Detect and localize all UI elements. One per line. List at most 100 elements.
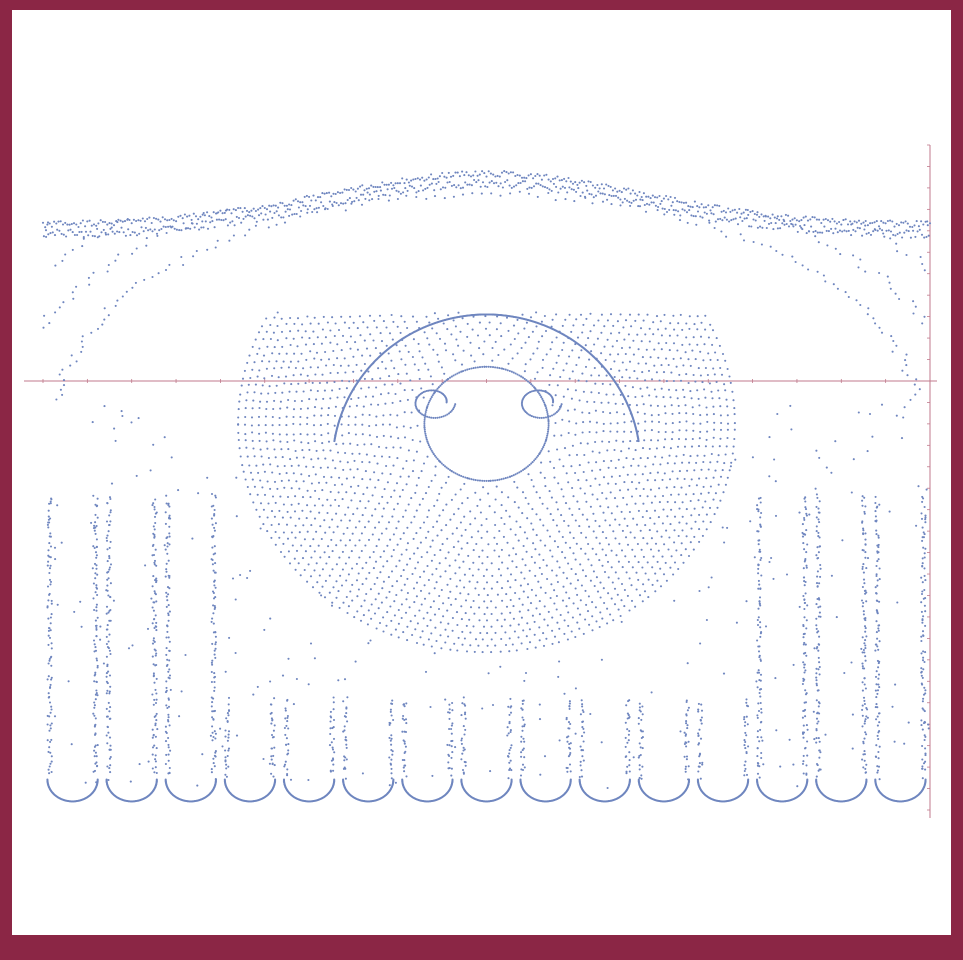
scatter-point	[512, 324, 516, 327]
scatter-point	[263, 206, 266, 210]
scatter-point	[397, 636, 400, 639]
scatter-point	[637, 362, 640, 365]
scatter-point	[551, 642, 554, 645]
scatter-point	[273, 724, 276, 727]
scatter-point	[107, 670, 110, 673]
scatter-point	[688, 461, 691, 464]
scatter-point	[610, 203, 613, 206]
scatter-point	[450, 498, 453, 501]
scatter-point	[635, 523, 639, 526]
scatter-point	[300, 473, 303, 476]
scatter-point	[549, 415, 552, 418]
scatter-point	[549, 180, 552, 183]
scatter-point	[323, 551, 326, 554]
scatter-point	[536, 371, 539, 374]
scatter-point	[660, 200, 663, 203]
scatter-point	[268, 385, 271, 388]
scatter-point	[306, 530, 309, 533]
scatter-point	[632, 353, 635, 356]
scatter-point	[285, 472, 288, 475]
scatter-point	[541, 358, 545, 361]
scatter-point	[352, 188, 355, 191]
scatter-point	[194, 215, 198, 218]
scatter-point	[911, 225, 914, 229]
scatter-point	[343, 396, 346, 399]
scatter-point	[323, 192, 326, 195]
scatter-point	[530, 186, 533, 189]
scatter-point	[490, 587, 493, 590]
scatter-point	[782, 218, 785, 221]
scatter-point	[264, 424, 267, 427]
scatter-point	[511, 560, 514, 563]
scatter-point	[306, 504, 309, 507]
scatter-point	[605, 183, 608, 186]
scatter-point	[48, 695, 51, 698]
scatter-point	[654, 590, 657, 593]
scatter-point	[584, 365, 588, 368]
scatter-point	[447, 314, 450, 317]
scatter-point	[570, 330, 573, 333]
scatter-point	[419, 412, 422, 415]
scatter-point	[923, 236, 926, 239]
scatter-point	[731, 452, 734, 455]
scatter-point	[262, 508, 265, 511]
scatter-point	[594, 382, 597, 385]
scatter-point	[676, 334, 679, 337]
scatter-point	[392, 184, 395, 187]
scatter-point	[822, 218, 825, 221]
scatter-point	[636, 411, 639, 414]
scatter-point	[397, 437, 400, 440]
scatter-point	[545, 353, 548, 356]
scatter-point	[622, 440, 625, 443]
scatter-point	[440, 383, 443, 386]
scatter-point	[94, 744, 97, 747]
scatter-point	[104, 233, 108, 236]
scatter-point	[451, 408, 455, 411]
scatter-point	[525, 635, 528, 638]
scatter-point	[53, 220, 56, 223]
scatter-point	[587, 180, 590, 183]
scatter-point	[389, 413, 392, 416]
scatter-point	[459, 521, 462, 524]
scatter-point	[152, 216, 155, 220]
scatter-point	[490, 180, 493, 183]
scatter-point	[167, 636, 170, 639]
scatter-point	[140, 226, 143, 229]
scatter-point	[167, 705, 171, 708]
scatter-point	[496, 581, 499, 584]
scatter-point	[165, 653, 168, 656]
scatter-point	[550, 496, 553, 499]
scatter-point	[565, 362, 568, 365]
scatter-point	[588, 358, 591, 361]
scatter-point	[277, 206, 280, 209]
scatter-point	[552, 413, 555, 416]
scatter-point	[681, 343, 684, 346]
scatter-point	[95, 755, 98, 758]
scatter-point	[167, 753, 170, 756]
scatter-point	[392, 533, 395, 536]
scatter-point	[905, 253, 908, 257]
scatter-point	[315, 398, 318, 401]
scatter-point	[46, 605, 49, 608]
scatter-point	[549, 348, 552, 351]
scatter-point	[362, 321, 365, 324]
scatter-point	[305, 517, 308, 520]
scatter-point	[927, 234, 930, 237]
scatter-point	[272, 735, 275, 739]
scatter-point	[660, 387, 663, 390]
scatter-point	[886, 275, 889, 278]
scatter-point	[210, 216, 213, 219]
scatter-point	[232, 208, 235, 211]
scatter-plot	[24, 144, 937, 818]
scatter-point	[445, 466, 448, 469]
scatter-point	[754, 219, 757, 222]
scatter-point	[106, 502, 109, 505]
scatter-point	[418, 350, 421, 353]
scatter-point	[94, 732, 97, 736]
scatter-point	[673, 462, 676, 465]
scatter-point	[227, 696, 231, 699]
scatter-point	[440, 366, 443, 369]
scatter-point	[309, 389, 312, 392]
scatter-point	[677, 534, 680, 538]
scatter-point	[529, 316, 533, 319]
